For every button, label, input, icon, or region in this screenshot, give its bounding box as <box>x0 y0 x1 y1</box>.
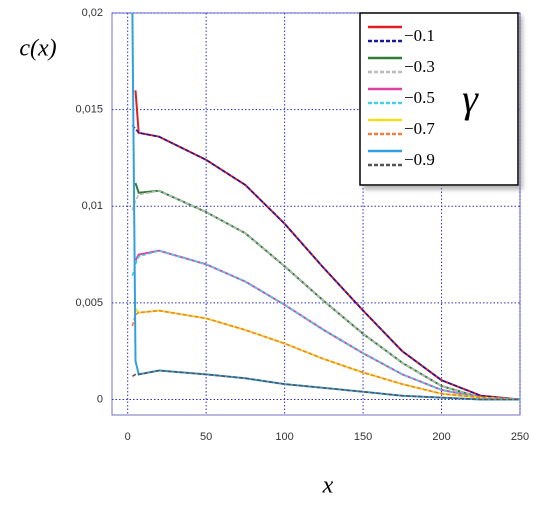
x-tick-label: 50 <box>200 431 212 443</box>
x-tick-label: 200 <box>432 431 450 443</box>
fit-line <box>131 369 520 401</box>
legend-label: −0.5 <box>404 88 435 107</box>
legend-label: −0.3 <box>404 57 435 76</box>
y-tick-label: 0,015 <box>75 104 103 116</box>
legend-label: −0.1 <box>404 26 435 45</box>
y-tick-label: 0 <box>97 393 103 405</box>
legend-title: γ <box>462 76 479 121</box>
legend-label: −0.7 <box>404 119 435 138</box>
fit-line <box>131 249 521 401</box>
y-tick-label: 0,005 <box>75 297 103 309</box>
y-tick-label: 0,02 <box>82 7 103 19</box>
y-tick-label: 0,01 <box>82 200 103 212</box>
x-tick-label: 150 <box>354 431 372 443</box>
x-tick-label: 0 <box>125 431 131 443</box>
fit-line <box>131 309 521 401</box>
fit-line <box>131 124 521 401</box>
legend-box <box>359 12 519 186</box>
y-axis-label: c(x) <box>19 36 56 62</box>
x-axis-label: x <box>322 473 334 499</box>
x-tick-label: 100 <box>275 431 293 443</box>
x-tick-label: 250 <box>511 431 529 443</box>
legend-label: −0.9 <box>404 150 435 169</box>
